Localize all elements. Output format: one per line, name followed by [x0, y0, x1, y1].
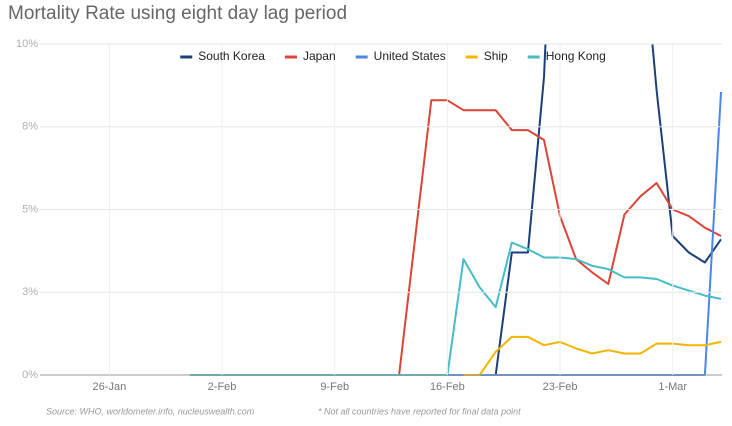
series-line — [189, 91, 722, 376]
x-tick-label: 23-Feb — [543, 381, 578, 393]
series-line — [463, 335, 722, 376]
y-tick-label: 8% — [22, 121, 38, 133]
y-tick-label: 5% — [22, 203, 38, 215]
legend-label: Japan — [303, 49, 336, 63]
y-tick-label: 3% — [22, 286, 38, 298]
legend-label: United States — [374, 49, 446, 63]
x-tick-label: 1-Mar — [658, 381, 687, 393]
legend: South Korea Japan United States Ship Hong Ko… — [180, 49, 606, 63]
x-tick-label: 9-Feb — [320, 381, 349, 393]
chart-title: Mortality Rate using eight day lag perio… — [8, 3, 347, 24]
source: Source: WHO, worldometer.info, nucleuswe… — [46, 406, 255, 416]
series-line — [189, 241, 722, 376]
note: * Not all countries have reported for fi… — [318, 406, 521, 416]
x-tick-label: 16-Feb — [430, 381, 465, 393]
legend-label: Ship — [484, 49, 508, 63]
y-tick-label: 10% — [16, 38, 38, 50]
legend-label: South Korea — [198, 49, 265, 63]
x-tick-label: 2-Feb — [208, 381, 237, 393]
series-line — [479, 44, 722, 376]
legend-label: Hong Kong — [546, 49, 606, 63]
x-tick-label: 26-Jan — [93, 381, 127, 393]
plot-area — [189, 44, 722, 376]
y-tick-label: 0% — [22, 369, 38, 381]
